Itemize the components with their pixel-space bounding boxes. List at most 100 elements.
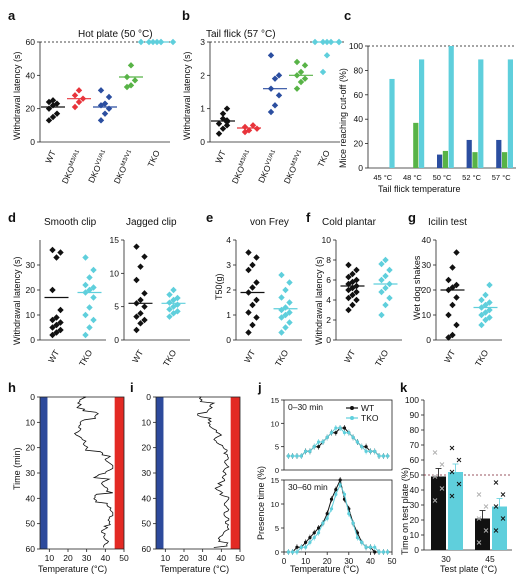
e-point	[249, 261, 256, 269]
g-point	[486, 314, 493, 321]
j-point	[291, 550, 295, 554]
f-point	[353, 296, 360, 304]
c-bar	[502, 152, 508, 168]
f-point	[378, 276, 385, 284]
c-y-tick-label: 20	[354, 139, 364, 149]
j-point	[368, 449, 372, 453]
d1-point	[49, 324, 56, 331]
f-point	[378, 288, 385, 296]
e-point	[253, 314, 260, 321]
i-y-tick-label: 20	[142, 443, 152, 453]
d2-point	[166, 313, 173, 320]
a-point	[71, 103, 79, 111]
j-point	[351, 435, 355, 439]
d1-point	[86, 286, 93, 294]
c-bar	[437, 154, 443, 168]
f-point	[386, 266, 393, 274]
j-x-tick-label: 30	[344, 557, 353, 566]
d1-point	[86, 274, 93, 281]
d2-point	[170, 296, 177, 304]
e-x-tick-label: WT	[242, 348, 257, 364]
f-x-tick-label: WT	[342, 348, 357, 364]
j-point	[295, 545, 299, 549]
k-individual-mark	[432, 498, 438, 503]
d2-point	[133, 313, 140, 320]
j-y-tick-label: 10	[271, 500, 279, 509]
j-point	[299, 454, 303, 458]
j-point	[355, 536, 360, 540]
f-point	[353, 266, 360, 274]
c-x-tick-label: 48 °C	[403, 173, 422, 182]
b-x-tick-label: WT	[213, 149, 228, 165]
a-y-tick-label: 20	[26, 104, 36, 114]
b-point	[223, 117, 231, 124]
a-point	[97, 87, 105, 94]
chart-title-d1: Smooth clip	[44, 217, 97, 228]
k-individual-mark	[493, 480, 499, 485]
b-point	[215, 130, 223, 137]
j-point	[316, 440, 321, 444]
e-point	[253, 254, 260, 261]
f-point	[349, 301, 356, 309]
e-point	[282, 311, 289, 319]
b-x-tick-label: DKOM3/A1	[230, 148, 254, 185]
d2-point	[166, 291, 173, 298]
h-y-tick-label: 0	[30, 392, 35, 402]
k-individual-mark	[449, 469, 455, 475]
a-x-tick-label: TKO	[145, 148, 162, 168]
k-bar	[431, 476, 446, 550]
b-y-tick-label: 3	[200, 37, 205, 47]
k-y-tick-label: 100	[405, 395, 419, 405]
c-bar	[413, 122, 419, 168]
xlabel-i: Temperature (°C)	[160, 564, 229, 574]
i-y-tick-label: 50	[142, 519, 152, 529]
i-trace	[197, 396, 230, 548]
d2-point	[137, 310, 144, 317]
e-point	[286, 309, 293, 316]
f-point	[382, 272, 389, 280]
a-point	[75, 98, 83, 106]
j-point	[334, 426, 338, 430]
h-trace	[73, 396, 114, 548]
d1-point	[53, 254, 60, 261]
k-x-tick-label: 45	[485, 554, 495, 564]
e-point	[278, 314, 285, 321]
f-point	[378, 260, 385, 268]
g-y-tick-label: 30	[422, 260, 432, 270]
f-y-tick-label: 8	[326, 255, 331, 265]
g-y-tick-label: 10	[422, 310, 432, 320]
panel-label-k: k	[400, 380, 408, 395]
f-point	[382, 256, 389, 264]
f-point	[353, 276, 360, 284]
b-point	[241, 123, 249, 131]
a-point	[49, 113, 57, 121]
j-legend-marker	[350, 416, 354, 420]
f-point	[345, 261, 352, 269]
b-point	[267, 52, 275, 59]
k-individual-mark	[476, 492, 482, 497]
d1-y-tick-label: 20	[26, 285, 36, 295]
xlabel-k: Test plate (°C)	[440, 564, 497, 574]
g-point	[449, 264, 456, 271]
chart-title-f: Cold plantar	[322, 217, 377, 228]
i-x-tick-label: 30	[198, 553, 208, 563]
a-point	[127, 82, 135, 89]
j-point	[316, 526, 321, 530]
j-point	[291, 454, 295, 458]
k-y-tick-label: 70	[410, 440, 420, 450]
k-y-tick-label: 30	[410, 500, 420, 510]
d2-x-tick-label: WT	[130, 348, 145, 364]
a-point	[105, 93, 113, 101]
k-individual-mark	[483, 528, 489, 533]
f-point	[386, 294, 393, 302]
k-individual-mark	[432, 474, 438, 479]
b-y-tick-label: 0	[200, 137, 205, 147]
d1-point	[53, 314, 60, 321]
a-point	[71, 92, 79, 99]
d1-point	[49, 316, 56, 324]
d1-point	[57, 249, 64, 256]
g-point	[453, 321, 460, 329]
d1-x-tick-label: TKO	[77, 348, 95, 368]
j-point	[386, 454, 390, 458]
